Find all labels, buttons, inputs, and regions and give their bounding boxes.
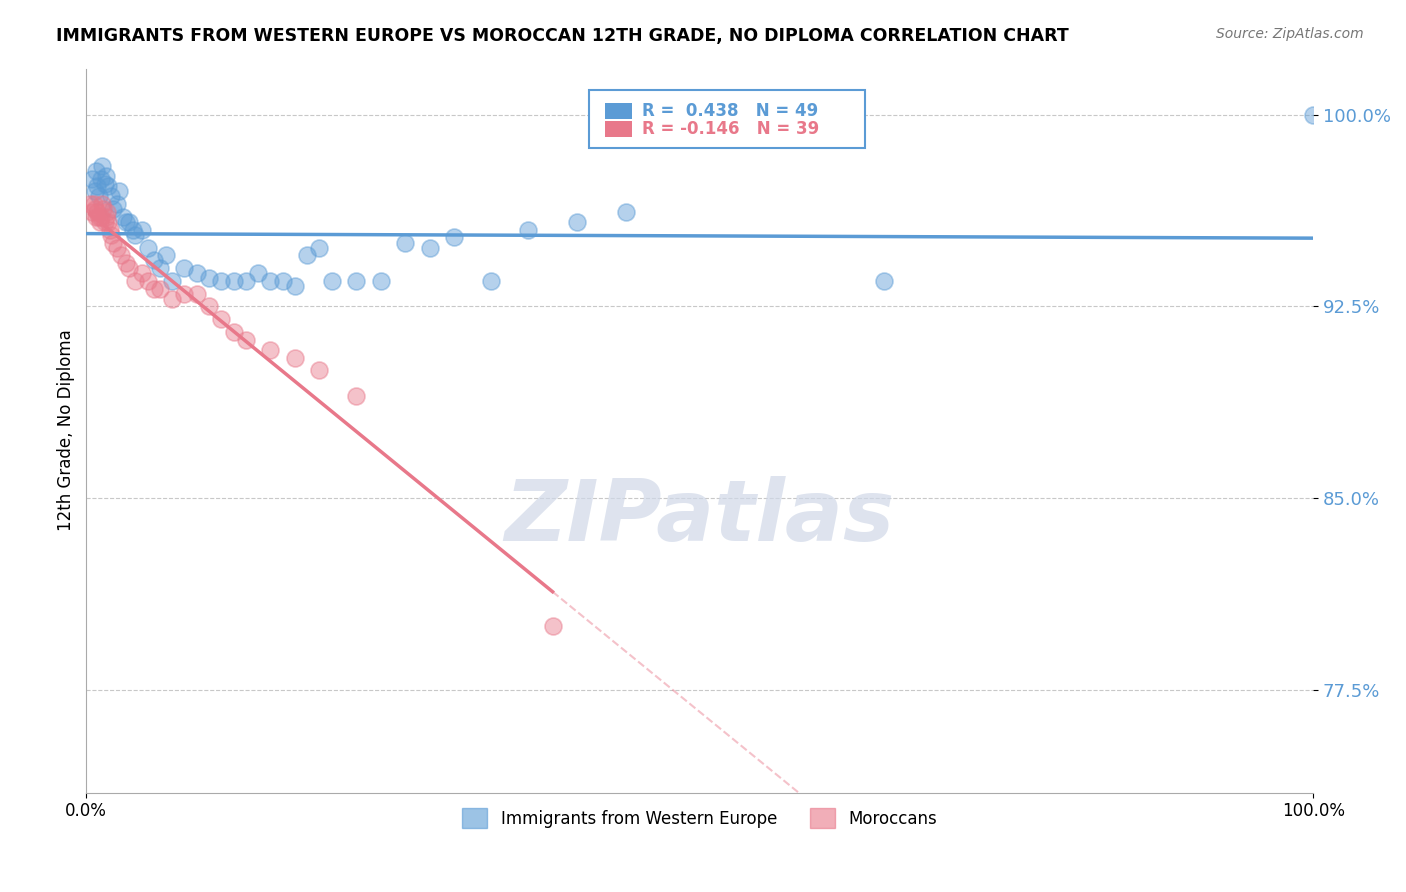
Point bbox=[284, 351, 307, 365]
Point bbox=[112, 210, 135, 224]
Text: IMMIGRANTS FROM WESTERN EUROPE VS MOROCCAN 12TH GRADE, NO DIPLOMA CORRELATION CH: IMMIGRANTS FROM WESTERN EUROPE VS MOROCC… bbox=[56, 27, 1069, 45]
Point bbox=[142, 282, 165, 296]
Point bbox=[443, 230, 465, 244]
Point bbox=[308, 363, 330, 377]
Point bbox=[84, 164, 107, 178]
Point bbox=[394, 235, 416, 250]
Y-axis label: 12th Grade, No Diploma: 12th Grade, No Diploma bbox=[58, 330, 75, 532]
Point bbox=[565, 215, 588, 229]
Point bbox=[308, 241, 330, 255]
Point bbox=[83, 185, 105, 199]
Point bbox=[114, 256, 136, 270]
Point bbox=[105, 241, 128, 255]
Point bbox=[79, 197, 101, 211]
Point bbox=[90, 171, 112, 186]
Point bbox=[541, 619, 564, 633]
Point bbox=[103, 202, 125, 217]
Point bbox=[93, 177, 115, 191]
Point bbox=[89, 215, 111, 229]
Point bbox=[344, 274, 367, 288]
Point bbox=[160, 274, 183, 288]
Point bbox=[124, 274, 146, 288]
Point bbox=[83, 197, 105, 211]
Point bbox=[91, 159, 114, 173]
Point bbox=[93, 202, 115, 217]
FancyBboxPatch shape bbox=[589, 90, 866, 148]
Point bbox=[94, 210, 117, 224]
Point bbox=[86, 204, 108, 219]
Point bbox=[131, 266, 153, 280]
Point bbox=[155, 248, 177, 262]
Point bbox=[149, 261, 172, 276]
Point bbox=[479, 274, 502, 288]
Point bbox=[103, 235, 125, 250]
Point bbox=[1302, 107, 1324, 121]
Text: R =  0.438   N = 49: R = 0.438 N = 49 bbox=[643, 103, 818, 120]
Point bbox=[142, 253, 165, 268]
Point bbox=[87, 210, 110, 224]
Point bbox=[222, 274, 245, 288]
Point bbox=[97, 179, 120, 194]
Bar bbox=[606, 121, 633, 137]
Point bbox=[136, 241, 159, 255]
Point bbox=[83, 202, 105, 217]
Point bbox=[614, 204, 637, 219]
Point bbox=[344, 389, 367, 403]
Point bbox=[209, 312, 232, 326]
Point bbox=[173, 261, 195, 276]
Point bbox=[419, 241, 441, 255]
Point bbox=[84, 210, 107, 224]
Text: ZIPatlas: ZIPatlas bbox=[505, 476, 894, 559]
Point bbox=[110, 248, 132, 262]
Point bbox=[259, 343, 281, 357]
Point bbox=[370, 274, 392, 288]
Point bbox=[321, 274, 343, 288]
Point bbox=[82, 171, 104, 186]
Point bbox=[118, 215, 141, 229]
Point bbox=[91, 197, 114, 211]
Point bbox=[114, 215, 136, 229]
Point bbox=[247, 266, 270, 280]
Point bbox=[100, 189, 122, 203]
Legend: Immigrants from Western Europe, Moroccans: Immigrants from Western Europe, Moroccan… bbox=[456, 801, 943, 835]
Point bbox=[259, 274, 281, 288]
Point bbox=[122, 223, 145, 237]
Point bbox=[295, 248, 318, 262]
Point bbox=[173, 286, 195, 301]
Point bbox=[94, 169, 117, 183]
Point bbox=[149, 282, 172, 296]
Point bbox=[198, 271, 221, 285]
Point bbox=[271, 274, 294, 288]
Point bbox=[209, 274, 232, 288]
Point bbox=[198, 300, 221, 314]
Point bbox=[98, 223, 121, 237]
Point bbox=[873, 274, 896, 288]
Point bbox=[235, 274, 257, 288]
Bar bbox=[606, 103, 633, 120]
Point bbox=[186, 286, 208, 301]
Point bbox=[86, 179, 108, 194]
Point bbox=[284, 279, 307, 293]
Point bbox=[118, 261, 141, 276]
Point bbox=[100, 227, 122, 242]
Point bbox=[97, 215, 120, 229]
Point bbox=[93, 215, 115, 229]
Point bbox=[124, 227, 146, 242]
Point bbox=[96, 204, 118, 219]
Point bbox=[160, 292, 183, 306]
Point bbox=[186, 266, 208, 280]
Point bbox=[136, 274, 159, 288]
Text: R = -0.146   N = 39: R = -0.146 N = 39 bbox=[643, 120, 820, 138]
Point bbox=[105, 197, 128, 211]
Point bbox=[131, 223, 153, 237]
Point bbox=[222, 325, 245, 339]
Text: Source: ZipAtlas.com: Source: ZipAtlas.com bbox=[1216, 27, 1364, 41]
Point bbox=[517, 223, 540, 237]
Point bbox=[108, 185, 131, 199]
Point bbox=[87, 189, 110, 203]
Point bbox=[90, 210, 112, 224]
Point bbox=[235, 333, 257, 347]
Point bbox=[82, 204, 104, 219]
